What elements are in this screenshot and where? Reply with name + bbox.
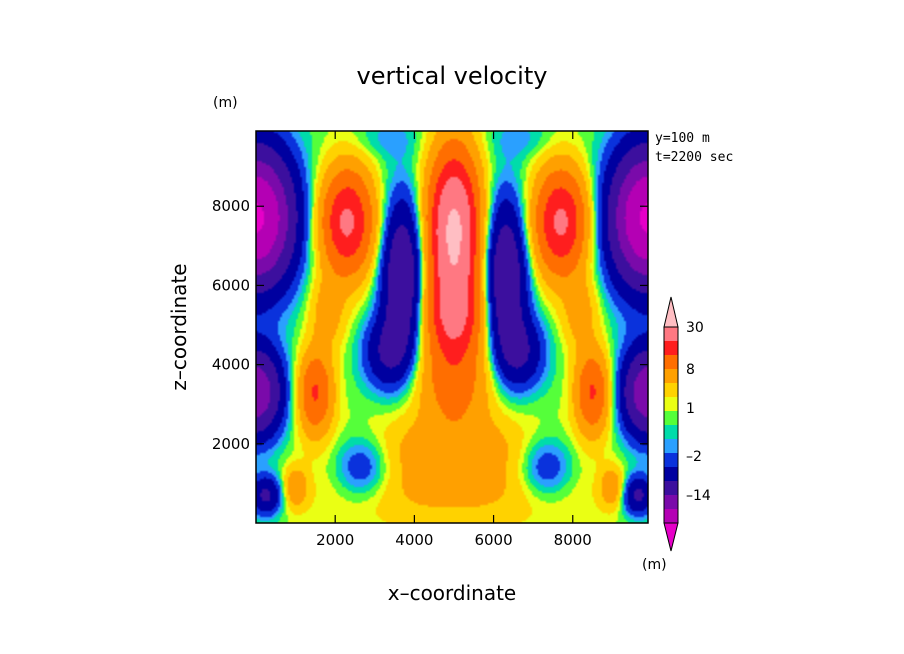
y-axis: 2000 4000 6000 8000 <box>212 197 648 453</box>
colorbar-extend-top <box>663 296 679 328</box>
colorbar-band <box>664 355 678 369</box>
y-unit-label: (m) <box>213 95 238 111</box>
plot-frame <box>255 130 649 524</box>
colorbar-band <box>664 341 678 355</box>
colorbar-band <box>664 369 678 383</box>
colorbar-band <box>664 425 678 439</box>
colorbar-band <box>664 411 678 425</box>
x-tick-label: 4000 <box>395 531 433 549</box>
y-axis-label: z–coordinate <box>167 263 191 390</box>
colorbar-frame <box>663 326 679 524</box>
y-tick-label: 4000 <box>212 356 250 374</box>
annotation-y: y=100 m <box>655 131 710 146</box>
x-axis: 2000 4000 6000 8000 <box>316 131 592 549</box>
colorbar-tick-label: 8 <box>686 362 695 378</box>
colorbar-tick-label: –14 <box>686 488 711 504</box>
annotation-t: t=2200 sec <box>655 150 733 165</box>
y-tick-label: 2000 <box>212 435 250 453</box>
colorbar-tick-label: –2 <box>686 449 702 465</box>
colorbar-tick-label: 30 <box>686 320 704 336</box>
colorbar-band <box>664 453 678 467</box>
y-tick-label: 6000 <box>212 276 250 294</box>
colorbar-band <box>664 439 678 453</box>
colorbar-band <box>664 509 678 523</box>
colorbar-band <box>664 327 678 341</box>
colorbar-band <box>664 481 678 495</box>
chart-title: vertical velocity <box>357 62 548 90</box>
colorbar-extend-bottom <box>663 522 679 552</box>
colorbar-band <box>664 383 678 397</box>
plot-area <box>255 130 649 524</box>
x-tick-label: 8000 <box>554 531 592 549</box>
y-tick-label: 8000 <box>212 197 250 215</box>
colorbar-tick-label: 1 <box>686 401 695 417</box>
colorbar-band <box>664 495 678 509</box>
heatmap-field <box>256 131 648 523</box>
colorbar: 30 8 1 –2 –14 <box>663 296 711 552</box>
colorbar-band <box>664 397 678 411</box>
colorbar-unit-label: (m) <box>642 557 667 573</box>
colorbar-band <box>664 467 678 481</box>
x-tick-label: 2000 <box>316 531 354 549</box>
x-axis-label: x–coordinate <box>388 581 517 605</box>
x-tick-label: 6000 <box>474 531 512 549</box>
